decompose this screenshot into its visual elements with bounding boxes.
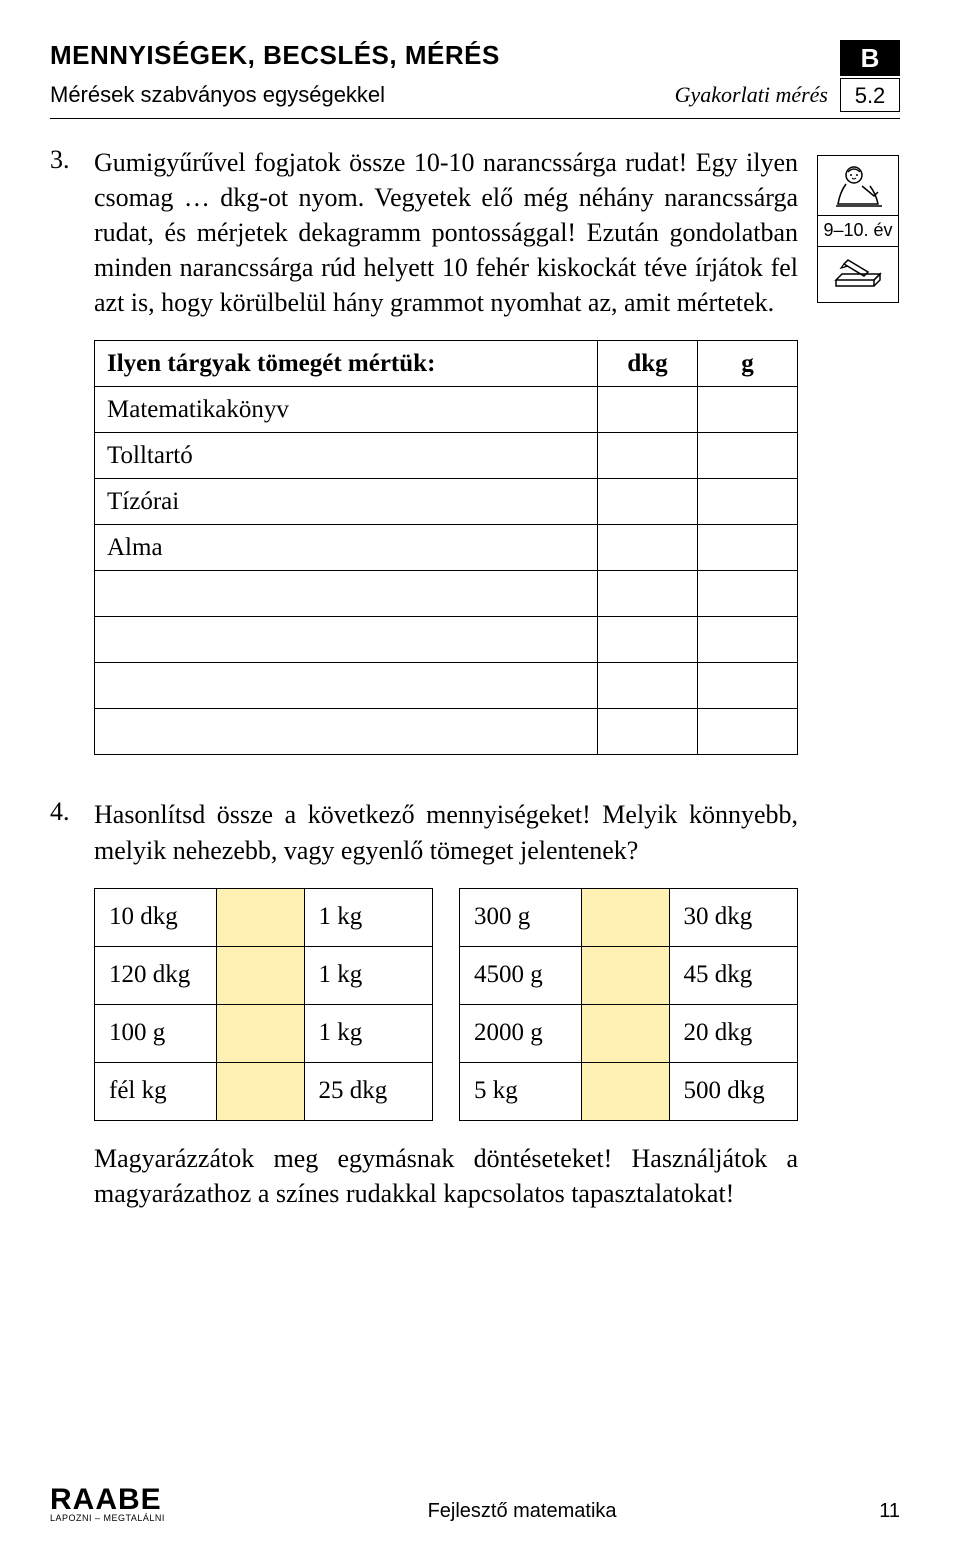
comparison-table-left: 10 dkg 1 kg 120 dkg 1 kg 100 g 1 kg fél kg 2… (94, 888, 433, 1121)
meas-row-label: Tízórai (95, 479, 598, 525)
comp-blank[interactable] (581, 888, 669, 946)
page-code: 5.2 (840, 78, 900, 112)
meas-row-label: Matematikakönyv (95, 387, 598, 433)
meas-row-label[interactable] (95, 709, 598, 755)
raabe-tagline: LAPOZNI – MEGTALÁLNI (50, 1513, 165, 1523)
comp-val: 1 kg (304, 888, 432, 946)
meas-row-label[interactable] (95, 571, 598, 617)
comp-val: 1 kg (304, 1004, 432, 1062)
task3-text: Gumigyűrűvel fogjatok össze 10-10 naranc… (94, 145, 798, 320)
meas-cell[interactable] (698, 709, 798, 755)
task3-number: 3. (50, 145, 94, 320)
meas-cell[interactable] (598, 433, 698, 479)
task4-text: Hasonlítsd össze a következő mennyiségek… (94, 797, 798, 867)
meas-cell[interactable] (698, 663, 798, 709)
subtopic: Mérések szabványos egységekkel (50, 82, 385, 108)
age-label: 9–10. év (821, 216, 894, 246)
meas-row-label[interactable] (95, 663, 598, 709)
measurement-table: Ilyen tárgyak tömegét mértük: dkg g Mate… (94, 340, 798, 755)
comp-blank[interactable] (216, 946, 304, 1004)
comp-val: 25 dkg (304, 1062, 432, 1120)
comp-val: 2000 g (460, 1004, 582, 1062)
age-box: 9–10. év (817, 155, 899, 303)
comp-val: 1 kg (304, 946, 432, 1004)
meas-cell[interactable] (698, 617, 798, 663)
comp-blank[interactable] (581, 946, 669, 1004)
comp-val: 30 dkg (669, 888, 797, 946)
comp-val: 120 dkg (95, 946, 217, 1004)
meas-header-item: Ilyen tárgyak tömegét mértük: (95, 341, 598, 387)
meas-cell[interactable] (698, 525, 798, 571)
comp-blank[interactable] (216, 1004, 304, 1062)
topic-title: MENNYISÉGEK, BECSLÉS, MÉRÉS (50, 40, 500, 71)
comp-blank[interactable] (216, 1062, 304, 1120)
meas-cell[interactable] (598, 709, 698, 755)
comp-blank[interactable] (216, 888, 304, 946)
comp-val: fél kg (95, 1062, 217, 1120)
footer-center-text: Fejlesztő matematika (428, 1500, 617, 1523)
comp-val: 20 dkg (669, 1004, 797, 1062)
practice-label: Gyakorlati mérés (675, 82, 828, 108)
meas-cell[interactable] (698, 387, 798, 433)
explain-text: Magyarázzátok meg egymásnak döntéseteket… (94, 1141, 798, 1211)
comp-val: 10 dkg (95, 888, 217, 946)
meas-cell[interactable] (698, 571, 798, 617)
meas-cell[interactable] (598, 387, 698, 433)
meas-cell[interactable] (598, 525, 698, 571)
meas-cell[interactable] (598, 571, 698, 617)
comp-val: 5 kg (460, 1062, 582, 1120)
meas-cell[interactable] (598, 479, 698, 525)
raabe-logo-text: RAABE (50, 1486, 165, 1513)
comp-val: 45 dkg (669, 946, 797, 1004)
publisher-logo: RAABE LAPOZNI – MEGTALÁLNI (50, 1486, 165, 1523)
meas-cell[interactable] (598, 663, 698, 709)
comp-val: 100 g (95, 1004, 217, 1062)
page-number: 11 (879, 1500, 900, 1523)
comp-blank[interactable] (581, 1004, 669, 1062)
meas-header-dkg: dkg (598, 341, 698, 387)
meas-cell[interactable] (698, 479, 798, 525)
pencil-paper-icon (818, 246, 898, 302)
comp-val: 500 dkg (669, 1062, 797, 1120)
task4-number: 4. (50, 797, 94, 867)
comparison-table-right: 300 g 30 dkg 4500 g 45 dkg 2000 g 20 dkg 5 … (459, 888, 798, 1121)
comp-blank[interactable] (581, 1062, 669, 1120)
meas-row-label: Alma (95, 525, 598, 571)
meas-cell[interactable] (598, 617, 698, 663)
meas-header-g: g (698, 341, 798, 387)
comp-val: 4500 g (460, 946, 582, 1004)
section-badge: B (840, 40, 900, 76)
meas-cell[interactable] (698, 433, 798, 479)
child-writing-icon (818, 156, 898, 216)
meas-row-label[interactable] (95, 617, 598, 663)
meas-row-label: Tolltartó (95, 433, 598, 479)
comp-val: 300 g (460, 888, 582, 946)
